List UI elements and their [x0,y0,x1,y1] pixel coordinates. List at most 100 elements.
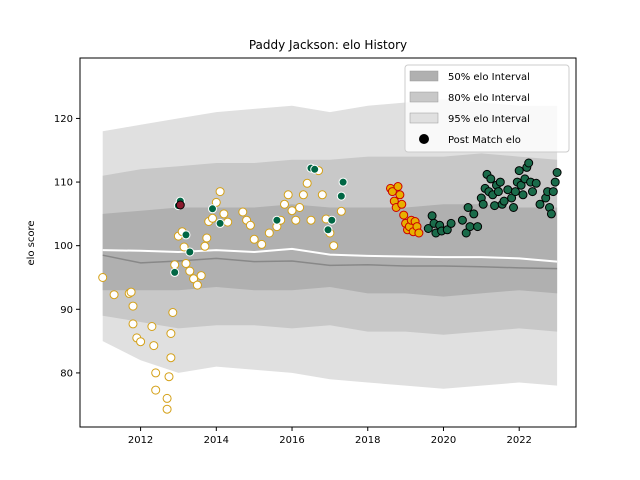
y-tick-label: 80 [60,368,73,379]
data-point [147,322,157,331]
data-point [490,201,500,211]
y-tick-label: 90 [60,305,73,316]
data-point [486,174,496,184]
data-point [514,166,524,176]
data-point [399,210,409,220]
data-point [109,290,119,300]
data-point [136,337,146,347]
data-point [548,187,558,197]
data-point [245,220,255,230]
data-point [238,207,248,217]
x-tick-label: 2016 [279,435,304,446]
y-tick-label: 110 [54,178,73,189]
data-point [283,190,293,200]
data-point [162,393,172,403]
y-axis-label: elo score [26,220,37,265]
data-point [185,266,195,276]
mean-line [102,247,558,263]
data-point [181,230,191,240]
data-point [166,353,176,363]
data-point [427,211,437,221]
data-point [192,280,202,290]
legend-swatch [409,70,439,82]
data-point [446,218,456,228]
data-point [550,177,560,187]
legend-label: 95% elo Interval [448,114,530,125]
x-tick-label: 2022 [506,435,531,446]
data-point [208,213,217,223]
data-point [510,187,520,197]
data-point [393,182,403,191]
data-point [200,241,210,251]
data-point [128,301,138,311]
x-tick-label: 2018 [355,435,380,446]
data-point [272,215,282,225]
data-point [168,308,178,317]
legend-swatch [409,91,439,103]
x-tick-label: 2012 [128,435,153,446]
data-point [493,187,503,197]
data-point [257,239,267,249]
data-point [457,215,467,225]
data-point [552,168,562,177]
data-point [175,200,185,210]
axes-frame [79,57,577,428]
plot-content [98,99,562,414]
data-point [463,203,473,212]
data-point [170,260,180,270]
data-point [469,209,479,219]
data-point [336,206,346,216]
data-point [302,178,312,188]
data-point [291,215,301,225]
legend: 50% elo Interval 80% elo Interval 95% elo … [404,64,570,153]
data-point [223,217,233,227]
data-point [323,225,333,235]
data-point [295,203,305,212]
legend-marker [419,134,429,144]
data-point [531,178,541,188]
data-point [287,206,297,216]
median-line [102,254,558,270]
data-point [298,190,308,200]
data-point [264,228,274,238]
data-point [414,228,424,238]
data-point [465,222,475,232]
legend-label: Post Match elo [448,135,521,146]
y-tick-label: 120 [54,114,73,125]
data-point [166,329,176,338]
legend-box [404,64,570,153]
data-point [524,158,534,168]
data-point [546,209,556,219]
data-point [518,190,528,200]
data-point [98,273,108,282]
legend-label: 80% elo Interval [448,93,530,104]
data-point [306,215,316,225]
data-point [219,209,229,219]
data-point [495,177,505,187]
data-point [397,199,407,209]
data-point [329,241,339,251]
data-point [149,341,159,351]
chart-title: Paddy Jackson: elo History [249,38,407,52]
data-point [503,185,513,195]
data-point [336,191,346,201]
data-point [387,187,397,197]
data-point [164,372,174,382]
data-point [181,259,191,268]
data-point [151,368,161,378]
data-point [499,196,509,206]
data-point [128,319,138,329]
data-point [215,218,225,228]
data-point [528,187,537,197]
data-point [196,271,206,281]
data-point [509,203,518,212]
data-point [126,287,136,297]
data-point [249,234,259,244]
data-point [317,190,327,200]
plot-area: 2012 2014 2016 2018 2020 2022 80 90 100 110 120 [54,57,577,446]
data-point [473,222,483,232]
data-point [478,199,488,209]
data-point [179,242,189,252]
data-point [208,204,217,214]
